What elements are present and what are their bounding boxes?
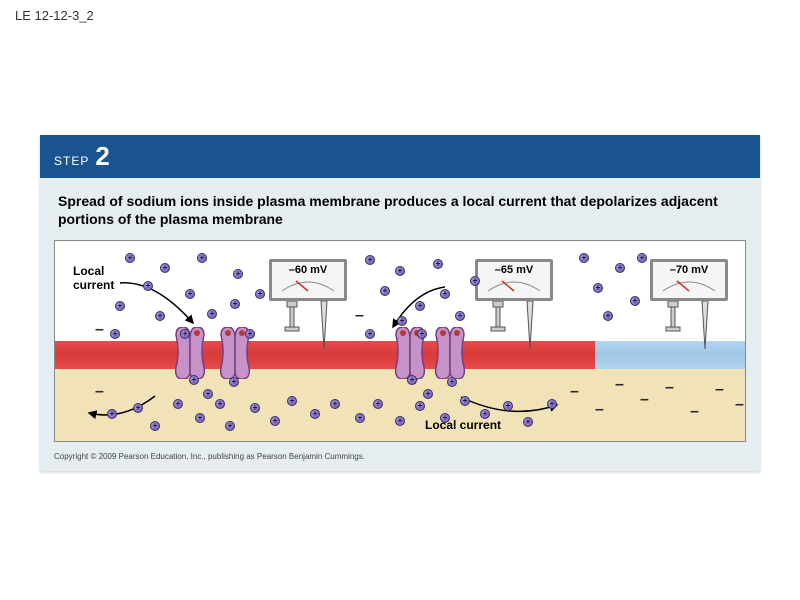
voltmeter: –70 mV [650, 259, 728, 351]
voltmeter: –65 mV [475, 259, 553, 351]
meter-reading: –70 mV [670, 264, 709, 276]
negative-charge-icon: – [595, 401, 604, 419]
negative-charge-icon: – [615, 376, 624, 394]
step-number: 2 [95, 141, 109, 172]
label-local-current-top: Local current [73, 265, 114, 291]
meter-reading: –65 mV [495, 264, 534, 276]
negative-charge-icon: – [640, 391, 649, 409]
voltmeter: –60 mV [269, 259, 347, 351]
negative-charge-icon: – [690, 403, 699, 421]
meter-reading: –60 mV [289, 264, 328, 276]
figure-caption: Spread of sodium ions inside plasma memb… [40, 178, 760, 230]
negative-charge-icon: – [355, 307, 364, 325]
arrow-icon [115, 275, 205, 335]
copyright-text: Copyright © 2009 Pearson Education, Inc.… [40, 450, 760, 471]
ion-channel [170, 327, 210, 379]
ion-channel [430, 327, 470, 379]
negative-charge-icon: – [735, 396, 744, 414]
page-label: LE 12-12-3_2 [15, 8, 94, 23]
step-word: STEP [54, 154, 89, 168]
figure-container: STEP 2 Spread of sodium ions inside plas… [40, 135, 760, 471]
negative-charge-icon: – [570, 383, 579, 401]
negative-charge-icon: – [715, 381, 724, 399]
membrane-diagram: Local current Local current [54, 240, 746, 442]
negative-charge-icon: – [95, 321, 104, 339]
step-bar: STEP 2 [40, 135, 760, 178]
negative-charge-icon: – [95, 383, 104, 401]
negative-charge-icon: – [665, 379, 674, 397]
